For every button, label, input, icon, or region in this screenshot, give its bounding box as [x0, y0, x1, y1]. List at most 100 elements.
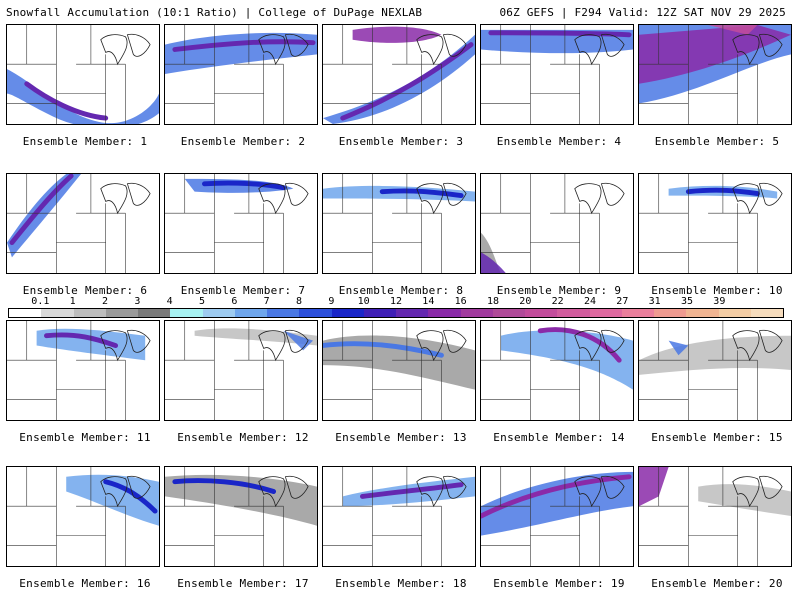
snowfall-map — [481, 25, 633, 124]
map-panel — [6, 24, 160, 125]
map-panel — [480, 320, 634, 421]
member-label: Ensemble Member: 9 — [496, 284, 622, 297]
great-lakes-outline — [100, 33, 151, 66]
snow-area — [685, 187, 760, 197]
snowfall-map — [7, 25, 159, 124]
colorbar-label: 35 — [680, 296, 694, 307]
great-lakes-outline — [100, 182, 151, 215]
snow-area — [7, 174, 82, 258]
member-label: Ensemble Member: 2 — [180, 135, 306, 148]
member-label: Ensemble Member: 6 — [22, 284, 148, 297]
snowfall-map — [323, 25, 475, 124]
snowfall-map — [481, 174, 633, 273]
snowfall-map — [165, 467, 317, 566]
great-lakes-outline — [100, 329, 151, 362]
snow-area — [44, 332, 119, 348]
map-panel — [322, 320, 476, 421]
colorbar-swatch — [492, 309, 525, 317]
snow-area — [165, 474, 317, 526]
member-label: Ensemble Member: 1 — [22, 135, 148, 148]
snow-area — [639, 25, 791, 84]
great-lakes-outline — [258, 33, 309, 66]
great-lakes-outline — [416, 33, 467, 66]
great-lakes-outline — [258, 329, 309, 362]
colorbar-swatch — [750, 309, 783, 317]
colorbar-swatch — [718, 309, 751, 317]
colorbar-label: 5 — [198, 296, 206, 307]
snow-area — [360, 482, 464, 499]
member-label: Ensemble Member: 4 — [496, 135, 622, 148]
great-lakes-outline — [416, 329, 467, 362]
snow-area — [639, 335, 791, 375]
colorbar-swatch — [428, 309, 461, 317]
map-panel — [638, 24, 792, 125]
colorbar-label: 2 — [101, 296, 109, 307]
colorbar-swatch — [73, 309, 106, 317]
snowfall-map — [165, 25, 317, 124]
great-lakes-outline — [574, 329, 625, 362]
colorbar-label: 10 — [357, 296, 370, 307]
colorbar-label: 7 — [263, 296, 270, 307]
member-label: Ensemble Member: 3 — [338, 135, 464, 148]
snow-area — [323, 341, 444, 358]
snow-area — [352, 26, 442, 43]
snow-area — [708, 25, 758, 35]
member-label: Ensemble Member: 19 — [493, 577, 625, 590]
colorbar-swatch — [396, 309, 429, 317]
map-panel — [638, 173, 792, 274]
member-label: Ensemble Member: 10 — [651, 284, 783, 297]
great-lakes-outline — [574, 33, 625, 66]
snow-area — [379, 188, 464, 199]
colorbar-swatch — [654, 309, 687, 317]
colorbar-swatch — [557, 309, 590, 317]
map-panel — [164, 466, 318, 567]
map-panel — [638, 466, 792, 567]
snow-area — [323, 34, 475, 124]
snowfall-map — [639, 467, 791, 566]
snow-area — [323, 335, 475, 390]
snowfall-map — [7, 467, 159, 566]
colorbar-label: 18 — [486, 296, 500, 307]
map-panel — [480, 466, 634, 567]
snowfall-map — [7, 321, 159, 420]
colorbar-swatch — [331, 309, 364, 317]
great-lakes-outline — [258, 182, 309, 215]
snow-area — [668, 340, 689, 356]
member-label: Ensemble Member: 11 — [19, 431, 151, 444]
map-panel — [6, 320, 160, 421]
colorbar-label: 39 — [713, 296, 726, 307]
colorbar-label: 6 — [231, 296, 238, 307]
colorbar-label: 3 — [134, 296, 141, 307]
snow-area — [481, 474, 632, 519]
map-panel — [322, 173, 476, 274]
great-lakes-outline — [732, 475, 783, 508]
snow-area — [172, 39, 316, 52]
great-lakes-outline — [416, 475, 467, 508]
snowfall-map — [165, 321, 317, 420]
member-label: Ensemble Member: 12 — [177, 431, 309, 444]
colorbar-label: 12 — [389, 296, 403, 307]
colorbar-swatch — [589, 309, 622, 317]
snow-area — [202, 180, 286, 191]
snow-area — [323, 185, 475, 202]
great-lakes-outline — [732, 33, 783, 66]
member-label: Ensemble Member: 7 — [180, 284, 306, 297]
member-label: Ensemble Member: 16 — [19, 577, 151, 590]
colorbar-label: 31 — [648, 296, 661, 307]
snowfall-map — [323, 467, 475, 566]
member-label: Ensemble Member: 15 — [651, 431, 783, 444]
map-panel — [6, 173, 160, 274]
colorbar-label: 22 — [551, 296, 564, 307]
map-panel — [480, 173, 634, 274]
colorbar-label: 0.1 — [31, 296, 50, 307]
snow-area — [66, 474, 159, 526]
colorbar-swatch — [267, 309, 300, 317]
map-panel — [480, 24, 634, 125]
colorbar-label: 24 — [583, 296, 597, 307]
colorbar-label: 1 — [69, 296, 76, 307]
map-panel — [6, 466, 160, 567]
member-label: Ensemble Member: 13 — [335, 431, 467, 444]
snowfall-map — [323, 174, 475, 273]
member-label: Ensemble Member: 17 — [177, 577, 309, 590]
map-panel — [322, 466, 476, 567]
